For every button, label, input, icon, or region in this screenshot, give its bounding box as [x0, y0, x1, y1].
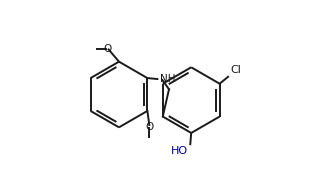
Text: O: O — [104, 43, 112, 53]
Text: NH: NH — [160, 74, 175, 84]
Text: HO: HO — [171, 146, 188, 156]
Text: Cl: Cl — [230, 65, 241, 75]
Text: O: O — [145, 122, 153, 132]
